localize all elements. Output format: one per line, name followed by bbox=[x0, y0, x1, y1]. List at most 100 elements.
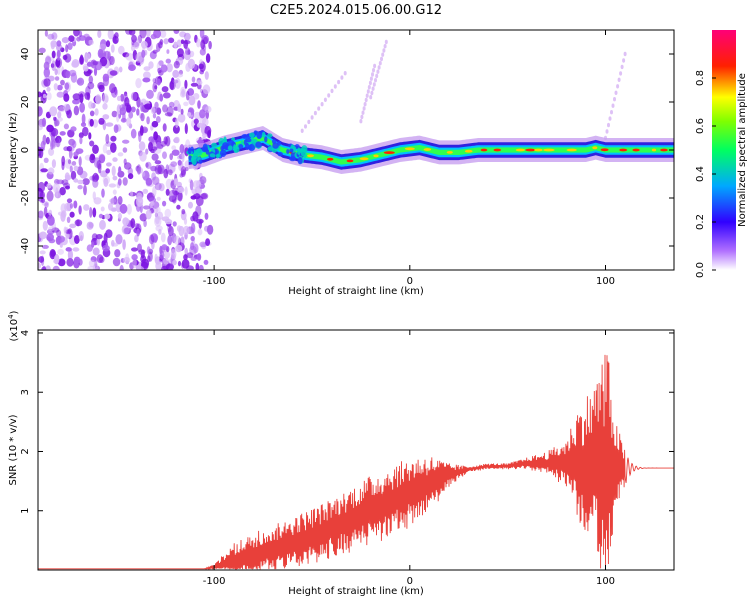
noise-blob bbox=[122, 139, 130, 144]
noise-blob bbox=[122, 239, 126, 251]
y-tick-label: 40 bbox=[20, 48, 31, 61]
noise-blob bbox=[122, 257, 131, 264]
noise-blob bbox=[89, 154, 96, 164]
noise-blob bbox=[159, 39, 164, 45]
noise-blob bbox=[106, 162, 112, 167]
y-tick-label: 4 bbox=[20, 330, 31, 336]
noise-blob bbox=[163, 136, 168, 145]
noise-blob bbox=[107, 30, 114, 40]
streak-blob bbox=[372, 82, 376, 87]
noise-blob bbox=[60, 79, 65, 86]
streak-blob bbox=[611, 103, 615, 108]
noise-blob bbox=[202, 84, 211, 95]
noise-blob bbox=[109, 83, 116, 94]
noise-blob bbox=[168, 189, 177, 200]
noise-blob bbox=[138, 249, 146, 255]
noise-blob bbox=[79, 136, 83, 145]
noise-blob bbox=[131, 247, 138, 252]
ridge-peak bbox=[660, 148, 668, 152]
noise-blob bbox=[38, 106, 43, 117]
noise-blob bbox=[185, 47, 191, 55]
noise-blob bbox=[86, 221, 94, 230]
streak-blob bbox=[384, 39, 388, 45]
noise-blob bbox=[114, 249, 121, 258]
noise-blob bbox=[148, 197, 157, 203]
noise-blob bbox=[45, 265, 51, 270]
noise-blob bbox=[195, 205, 202, 217]
noise-blob bbox=[73, 178, 79, 183]
noise-blob bbox=[65, 247, 72, 252]
noise-blob bbox=[177, 159, 182, 166]
noise-blob bbox=[63, 93, 70, 102]
streak-blob bbox=[374, 78, 377, 83]
noise-blob bbox=[155, 206, 161, 214]
noise-blob bbox=[172, 221, 177, 227]
noise-blob bbox=[122, 177, 128, 186]
colorbar: 0.0 0.2 0.4 0.6 0.8 Normalized spectral ampl… bbox=[695, 30, 748, 278]
noise-blob bbox=[155, 116, 161, 123]
streak-blob bbox=[367, 85, 371, 90]
noise-blob bbox=[51, 32, 58, 40]
ridge-peak bbox=[480, 148, 488, 152]
noise-blob bbox=[187, 58, 196, 70]
streak-blob bbox=[333, 84, 337, 89]
noise-blob bbox=[101, 188, 105, 198]
noise-blob bbox=[146, 246, 151, 255]
noise-blob bbox=[183, 32, 191, 41]
streak-blob bbox=[361, 110, 365, 115]
noise-blob bbox=[70, 170, 77, 180]
snr-exponent-power: 4 bbox=[7, 314, 15, 319]
noise-blob bbox=[136, 196, 144, 207]
noise-blob bbox=[138, 141, 146, 151]
x-tick-label: -100 bbox=[203, 276, 226, 287]
noise-blob bbox=[47, 215, 55, 226]
noise-blob bbox=[154, 182, 162, 191]
noise-blob bbox=[205, 105, 212, 113]
noise-blob bbox=[108, 183, 117, 188]
noise-blob bbox=[102, 93, 109, 104]
noise-blob bbox=[159, 30, 167, 38]
noise-blob bbox=[102, 144, 108, 154]
noise-blob bbox=[183, 254, 188, 261]
noise-blob bbox=[148, 141, 153, 152]
noise-blob bbox=[172, 259, 177, 266]
noise-blob bbox=[175, 117, 179, 128]
streak-blob bbox=[365, 93, 369, 98]
noise-blob bbox=[110, 197, 119, 205]
noise-blob bbox=[99, 43, 107, 50]
noise-blob bbox=[63, 226, 67, 234]
colorbar-tick-label: 0.8 bbox=[695, 70, 706, 86]
ridge-peak bbox=[404, 147, 415, 151]
streak-blob bbox=[375, 73, 379, 79]
snr-plot-area bbox=[38, 354, 674, 570]
noise-blob bbox=[68, 69, 77, 77]
noise-blob bbox=[38, 256, 45, 263]
noise-blob bbox=[161, 265, 168, 270]
noise-blob bbox=[130, 44, 136, 52]
noise-blob bbox=[199, 48, 206, 56]
noise-blob bbox=[109, 70, 118, 76]
noise-blob bbox=[146, 116, 150, 125]
noise-blob bbox=[39, 231, 47, 240]
noise-blob bbox=[51, 60, 56, 72]
streak-blob bbox=[337, 79, 341, 85]
ridge-peak bbox=[525, 148, 536, 152]
noise-blob bbox=[111, 110, 118, 118]
x-tick-label: 100 bbox=[596, 576, 615, 587]
noise-blob bbox=[196, 218, 204, 224]
noise-blob bbox=[102, 244, 110, 252]
noise-blob bbox=[69, 223, 77, 229]
snr-xlabel: Height of straight line (km) bbox=[288, 586, 424, 597]
noise-blob bbox=[155, 225, 163, 232]
noise-blob bbox=[88, 39, 94, 46]
noise-blob bbox=[187, 112, 192, 117]
noise-blob bbox=[196, 180, 202, 189]
noise-blob bbox=[190, 195, 197, 200]
noise-blob bbox=[135, 78, 142, 89]
ridge-peak bbox=[493, 148, 502, 152]
ridge-peak bbox=[534, 148, 543, 152]
noise-blob bbox=[197, 228, 203, 236]
noise-blob bbox=[105, 133, 110, 145]
noise-blob bbox=[183, 101, 189, 107]
